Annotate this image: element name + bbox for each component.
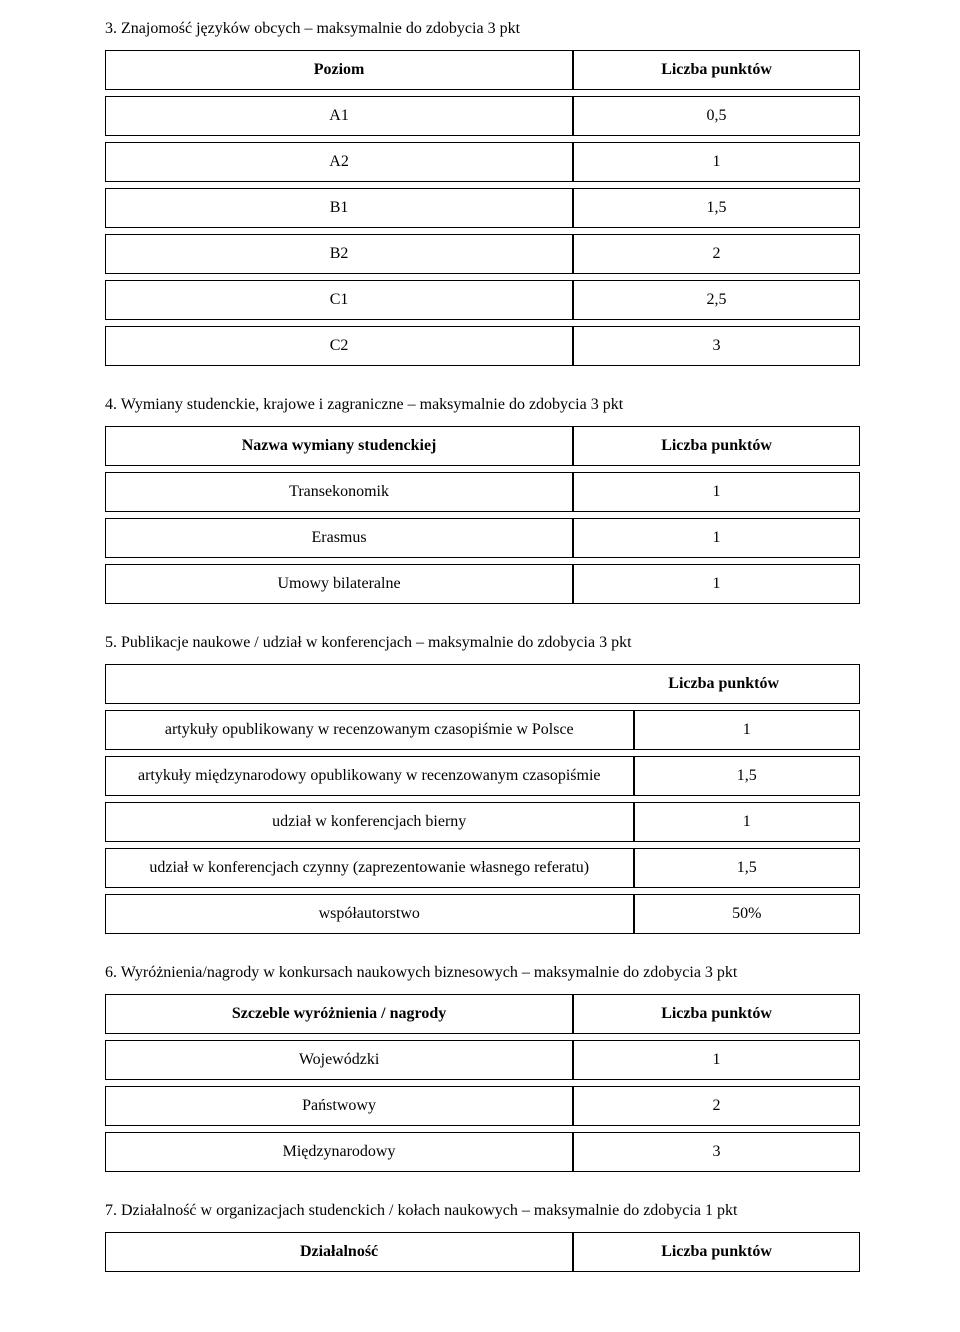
section-5-heading: 5. Publikacje naukowe / udział w konfere… [105,634,860,652]
cell-name: Erasmus [105,518,573,558]
header-points: Liczba punktów [573,994,860,1034]
cell-name: udział w konferencjach czynny (zaprezent… [105,848,634,888]
table-row: artykuły międzynarodowy opublikowany w r… [105,756,860,796]
cell-points: 1 [634,710,861,750]
section-6-title: Wyróżnienia/nagrody w konkursach naukowy… [121,964,738,981]
section-3-table: Poziom Liczba punktów A1 0,5 A2 1 B1 1,5… [105,44,860,372]
section-4-table: Nazwa wymiany studenckiej Liczba punktów… [105,420,860,610]
section-3: 3. Znajomość języków obcych – maksymalni… [105,20,860,372]
cell-points: 1,5 [634,756,861,796]
section-3-title: Znajomość języków obcych – maksymalnie d… [121,20,520,37]
section-5-title: Publikacje naukowe / udział w konferencj… [121,634,632,651]
cell-points: 0,5 [573,96,860,136]
header-poziom: Poziom [105,50,573,90]
cell-points: 1 [634,802,861,842]
section-3-heading: 3. Znajomość języków obcych – maksymalni… [105,20,860,38]
header-points: Liczba punktów [573,50,860,90]
table-row: B1 1,5 [105,188,860,228]
section-4-heading: 4. Wymiany studenckie, krajowe i zagrani… [105,396,860,414]
cell-points: 2 [573,234,860,274]
section-5: 5. Publikacje naukowe / udział w konfere… [105,634,860,940]
cell-level: B1 [105,188,573,228]
section-7-num: 7. [105,1202,117,1219]
section-7: 7. Działalność w organizacjach studencki… [105,1202,860,1278]
cell-name: Transekonomik [105,472,573,512]
table-row: C1 2,5 [105,280,860,320]
section-7-heading: 7. Działalność w organizacjach studencki… [105,1202,860,1220]
table-row: artykuły opublikowany w recenzowanym cza… [105,710,860,750]
table-header-row: Nazwa wymiany studenckiej Liczba punktów [105,426,860,466]
table-row: Erasmus 1 [105,518,860,558]
section-4: 4. Wymiany studenckie, krajowe i zagrani… [105,396,860,610]
cell-name: Międzynarodowy [105,1132,573,1172]
cell-name: artykuły międzynarodowy opublikowany w r… [105,756,634,796]
table-header-row: Poziom Liczba punktów [105,50,860,90]
table-row: Umowy bilateralne 1 [105,564,860,604]
cell-points: 1 [573,142,860,182]
cell-level: C2 [105,326,573,366]
section-3-num: 3. [105,20,117,37]
table-row: Państwowy 2 [105,1086,860,1126]
cell-points: 3 [573,1132,860,1172]
cell-name: artykuły opublikowany w recenzowanym cza… [105,710,634,750]
cell-points: 1 [573,472,860,512]
section-6-heading: 6. Wyróżnienia/nagrody w konkursach nauk… [105,964,860,982]
header-name: Nazwa wymiany studenckiej [105,426,573,466]
table-row: udział w konferencjach bierny 1 [105,802,860,842]
table-header-row: Liczba punktów [105,664,860,704]
header-name: Szczeble wyróżnienia / nagrody [105,994,573,1034]
section-4-title: Wymiany studenckie, krajowe i zagraniczn… [121,396,623,413]
header-points: Liczba punktów [573,1232,860,1272]
cell-points: 50% [634,894,861,934]
cell-points: 2 [573,1086,860,1126]
table-row: C2 3 [105,326,860,366]
header-points: Liczba punktów [105,664,860,704]
cell-points: 3 [573,326,860,366]
cell-points: 1,5 [634,848,861,888]
section-6-num: 6. [105,964,117,981]
section-6-table: Szczeble wyróżnienia / nagrody Liczba pu… [105,988,860,1178]
section-5-num: 5. [105,634,117,651]
cell-name: Wojewódzki [105,1040,573,1080]
cell-points: 2,5 [573,280,860,320]
cell-level: A1 [105,96,573,136]
section-6: 6. Wyróżnienia/nagrody w konkursach nauk… [105,964,860,1178]
header-name: Działalność [105,1232,573,1272]
cell-name: udział w konferencjach bierny [105,802,634,842]
section-7-title: Działalność w organizacjach studenckich … [121,1202,737,1219]
cell-name: Umowy bilateralne [105,564,573,604]
section-7-table: Działalność Liczba punktów [105,1226,860,1278]
cell-level: C1 [105,280,573,320]
table-row: udział w konferencjach czynny (zaprezent… [105,848,860,888]
header-points: Liczba punktów [573,426,860,466]
table-row: Wojewódzki 1 [105,1040,860,1080]
section-4-num: 4. [105,396,117,413]
cell-name: Państwowy [105,1086,573,1126]
cell-points: 1,5 [573,188,860,228]
table-row: Międzynarodowy 3 [105,1132,860,1172]
section-5-table: Liczba punktów artykuły opublikowany w r… [105,658,860,940]
table-row: A1 0,5 [105,96,860,136]
table-header-row: Szczeble wyróżnienia / nagrody Liczba pu… [105,994,860,1034]
cell-name: współautorstwo [105,894,634,934]
table-row: współautorstwo 50% [105,894,860,934]
cell-level: A2 [105,142,573,182]
cell-level: B2 [105,234,573,274]
cell-points: 1 [573,1040,860,1080]
table-row: Transekonomik 1 [105,472,860,512]
table-row: B2 2 [105,234,860,274]
cell-points: 1 [573,564,860,604]
table-header-row: Działalność Liczba punktów [105,1232,860,1272]
cell-points: 1 [573,518,860,558]
table-row: A2 1 [105,142,860,182]
